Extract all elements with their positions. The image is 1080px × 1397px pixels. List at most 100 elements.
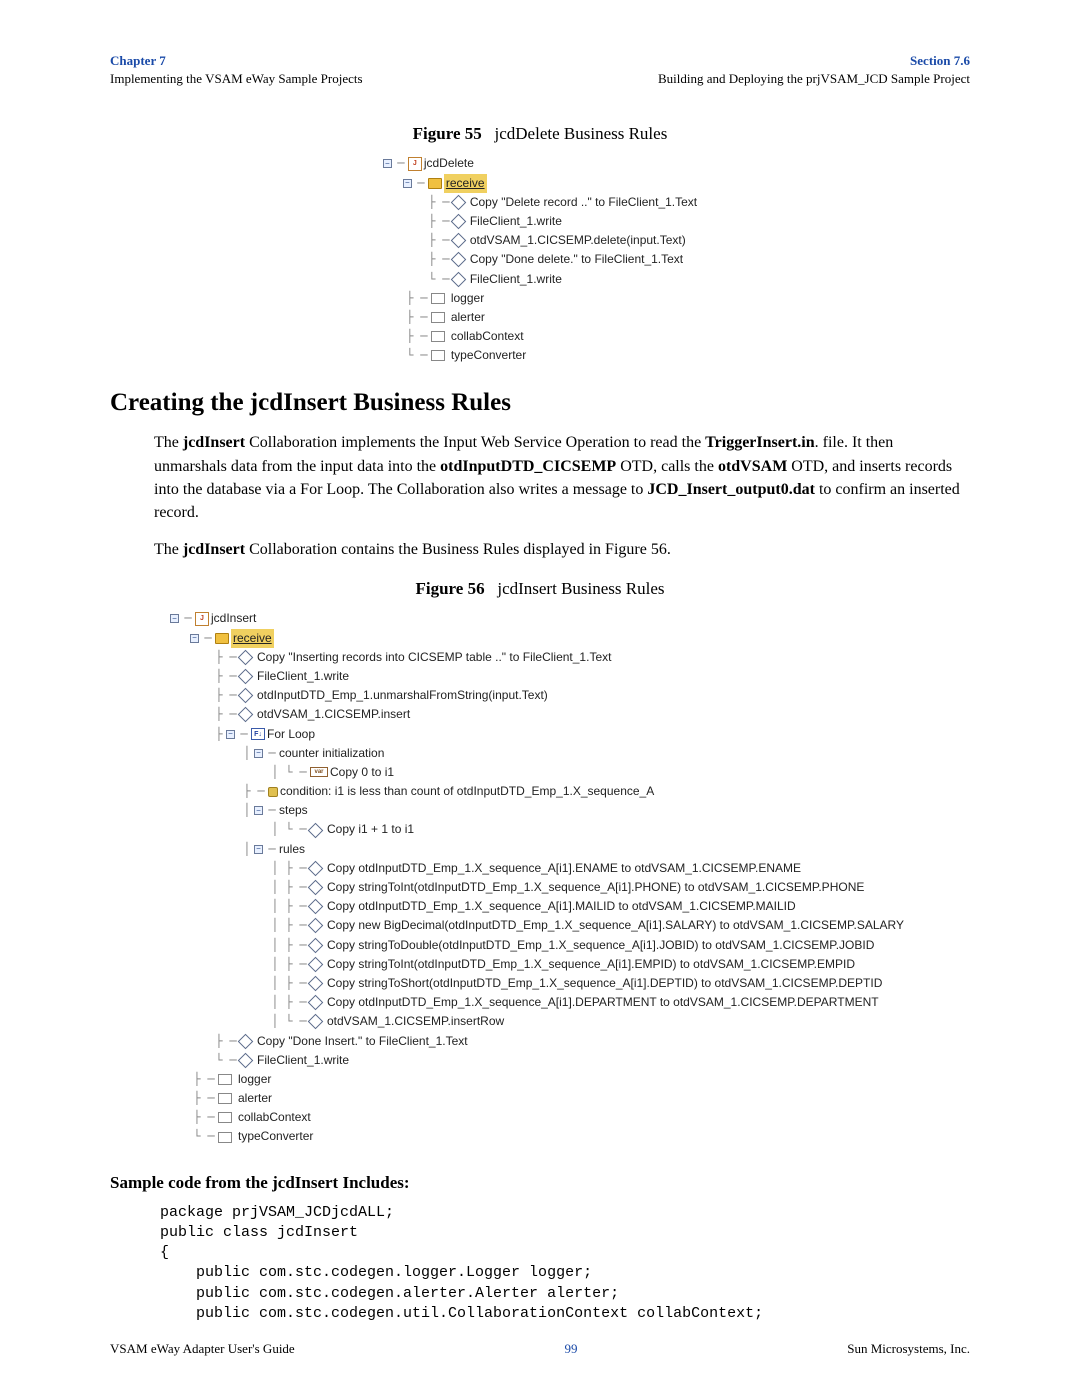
tree-node: ├─alerter: [170, 1089, 904, 1108]
node-label: Copy stringToInt(otdInputDTD_Emp_1.X_seq…: [327, 878, 864, 897]
bold-text: otdVSAM: [718, 458, 787, 475]
var-icon: var: [310, 767, 328, 777]
root-label: jcdDelete: [424, 154, 474, 173]
box-icon: [218, 1132, 232, 1143]
tree-node: └─FileClient_1.write: [383, 270, 697, 289]
node-label: typeConverter: [451, 346, 526, 365]
folder-icon: [428, 178, 442, 189]
tree-node: ├─otdVSAM_1.CICSEMP.insert: [170, 705, 904, 724]
node-label: Copy otdInputDTD_Emp_1.X_sequence_A[i1].…: [327, 897, 796, 916]
node-label: collabContext: [451, 327, 524, 346]
page-header: Chapter 7 Implementing the VSAM eWay Sam…: [110, 52, 970, 88]
box-icon: [431, 312, 445, 323]
diamond-icon: [238, 688, 254, 704]
node-label: otdVSAM_1.CICSEMP.insert: [257, 705, 410, 724]
tree-node: └─FileClient_1.write: [170, 1051, 904, 1070]
diamond-icon: [308, 918, 324, 934]
node-label: alerter: [451, 308, 485, 327]
diamond-icon: [238, 707, 254, 723]
root-label: jcdInsert: [211, 609, 256, 628]
tree-receive: − ─ receive: [383, 174, 697, 193]
expand-icon: −: [254, 845, 263, 854]
tree-node: │├─Copy otdInputDTD_Emp_1.X_sequence_A[i…: [170, 897, 904, 916]
diamond-icon: [308, 880, 324, 896]
expand-icon: −: [254, 749, 263, 758]
page-footer: VSAM eWay Adapter User's Guide 99 Sun Mi…: [110, 1341, 970, 1357]
diamond-icon: [308, 976, 324, 992]
bold-text: otdInputDTD_CICSEMP: [440, 458, 616, 475]
receive-label: receive: [444, 174, 487, 193]
steps-node: │ − ─ steps: [170, 801, 904, 820]
header-right: Section 7.6 Building and Deploying the p…: [658, 52, 970, 88]
node-label: logger: [238, 1070, 271, 1089]
java-icon: J: [408, 157, 422, 171]
figure55-tree: − ─ J jcdDelete − ─ receive ├─Copy "Dele…: [110, 154, 970, 365]
node-label: alerter: [238, 1089, 272, 1108]
folder-icon: [215, 633, 229, 644]
diamond-icon: [451, 195, 467, 211]
box-icon: [431, 293, 445, 304]
node-label: Copy stringToInt(otdInputDTD_Emp_1.X_seq…: [327, 955, 855, 974]
tree-node: ├─Copy "Inserting records into CICSEMP t…: [170, 648, 904, 667]
copy-inc-label: Copy i1 + 1 to i1: [327, 820, 414, 839]
tree-node: ├─collabContext: [383, 327, 697, 346]
node-label: Copy "Inserting records into CICSEMP tab…: [257, 648, 611, 667]
box-icon: [218, 1074, 232, 1085]
text: OTD, calls the: [616, 458, 718, 475]
expand-icon: −: [403, 179, 412, 188]
node-label: Copy "Done Insert." to FileClient_1.Text: [257, 1032, 468, 1051]
bold-text: TriggerInsert.in: [705, 434, 814, 451]
tree-node: └─typeConverter: [170, 1127, 904, 1146]
diamond-icon: [238, 1033, 254, 1049]
tree-node: │├─Copy stringToInt(otdInputDTD_Emp_1.X_…: [170, 878, 904, 897]
node-label: Copy "Done delete." to FileClient_1.Text: [470, 250, 683, 269]
tree-node: ├─collabContext: [170, 1108, 904, 1127]
tree-node: ├─FileClient_1.write: [170, 667, 904, 686]
node-label: otdVSAM_1.CICSEMP.insertRow: [327, 1012, 504, 1031]
tree-node: ├─Copy "Delete record .." to FileClient_…: [383, 193, 697, 212]
figure55-caption: Figure 55 jcdDelete Business Rules: [110, 124, 970, 144]
figure56-tree: − ─ J jcdInsert − ─ receive ├─Copy "Inse…: [110, 609, 970, 1146]
expand-icon: −: [190, 634, 199, 643]
diamond-icon: [308, 1014, 324, 1030]
node-label: Copy otdInputDTD_Emp_1.X_sequence_A[i1].…: [327, 859, 801, 878]
for-loop-node: ├ − ─ F↓ For Loop: [170, 725, 904, 744]
section-heading: Creating the jcdInsert Business Rules: [110, 389, 970, 417]
node-label: FileClient_1.write: [257, 667, 349, 686]
text: The: [154, 434, 183, 451]
header-left: Chapter 7 Implementing the VSAM eWay Sam…: [110, 52, 363, 88]
body-paragraph-2: The jcdInsert Collaboration contains the…: [154, 538, 970, 561]
copy-zero-label: Copy 0 to i1: [330, 763, 394, 782]
tree-node: ├─alerter: [383, 308, 697, 327]
diamond-icon: [451, 214, 467, 230]
rules-label: rules: [279, 840, 305, 859]
footer-page-number: 99: [564, 1341, 577, 1357]
tree-node: ├─otdInputDTD_Emp_1.unmarshalFromString(…: [170, 686, 904, 705]
diamond-icon: [238, 669, 254, 685]
node-label: Copy otdInputDTD_Emp_1.X_sequence_A[i1].…: [327, 993, 879, 1012]
tree-node: ├─logger: [170, 1070, 904, 1089]
condition-node: ├ ─ condition: i1 is less than count of …: [170, 782, 904, 801]
body-paragraph-1: The jcdInsert Collaboration implements t…: [154, 431, 970, 524]
bold-text: jcdInsert: [183, 541, 245, 558]
bold-text: JCD_Insert_output0.dat: [647, 481, 815, 498]
text: Collaboration contains the Business Rule…: [245, 541, 671, 558]
tree-node: ├─Copy "Done Insert." to FileClient_1.Te…: [170, 1032, 904, 1051]
diamond-icon: [451, 233, 467, 249]
footer-left: VSAM eWay Adapter User's Guide: [110, 1341, 295, 1357]
chapter-label: Chapter 7: [110, 52, 363, 70]
diamond-icon: [308, 899, 324, 915]
for-icon: F↓: [251, 728, 265, 740]
bold-text: jcdInsert: [183, 434, 245, 451]
receive-label: receive: [231, 629, 274, 648]
tree-node: └─typeConverter: [383, 346, 697, 365]
box-icon: [218, 1093, 232, 1104]
tree-node: │├─Copy otdInputDTD_Emp_1.X_sequence_A[i…: [170, 993, 904, 1012]
tree-root: − ─ J jcdDelete: [383, 154, 697, 173]
box-icon: [218, 1112, 232, 1123]
node-label: typeConverter: [238, 1127, 313, 1146]
for-loop-label: For Loop: [267, 725, 315, 744]
diamond-icon: [451, 271, 467, 287]
section-label: Section 7.6: [658, 52, 970, 70]
counter-init-node: │ − ─ counter initialization: [170, 744, 904, 763]
